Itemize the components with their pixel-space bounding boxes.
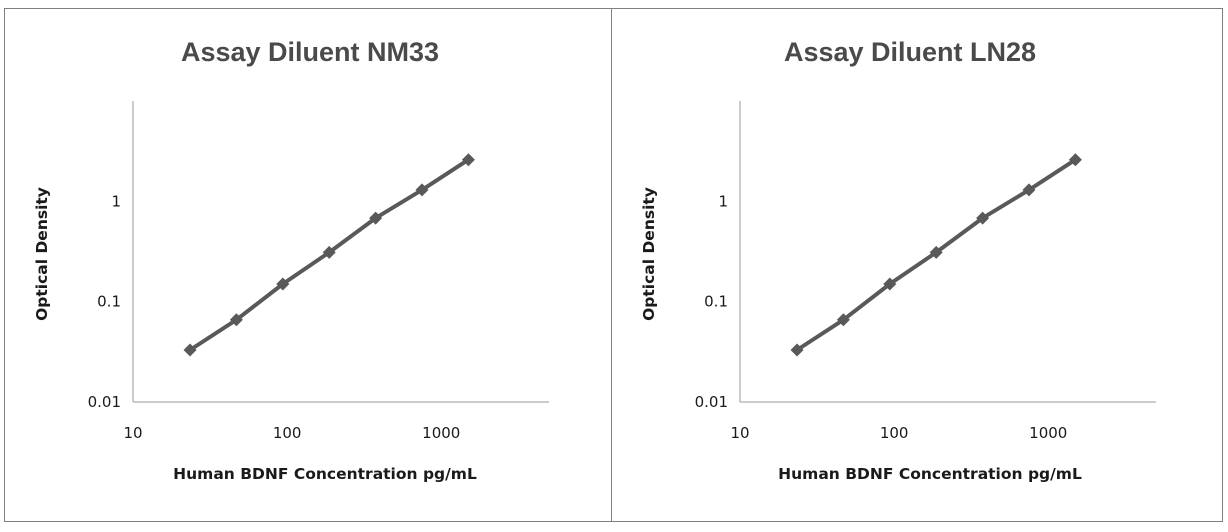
data-point-marker	[1022, 183, 1036, 197]
y-tick-label: 0.1	[97, 293, 121, 311]
data-point-marker	[836, 313, 850, 327]
data-point-marker	[461, 153, 475, 167]
x-tick-label: 1000	[1029, 424, 1067, 442]
y-tick-label: 1	[111, 192, 121, 210]
x-axis-title: Human BDNF Concentration pg/mL	[173, 465, 477, 483]
x-tick-label: 100	[273, 424, 302, 442]
y-tick-label: 0.01	[695, 393, 728, 411]
y-axis-title: Optical Density	[33, 187, 51, 321]
data-point-marker	[929, 245, 943, 259]
data-point-marker	[415, 183, 429, 197]
data-point-marker	[369, 211, 383, 225]
y-tick-label: 0.1	[704, 293, 728, 311]
chart-title: Assay Diluent LN28	[784, 37, 1036, 67]
data-point-marker	[183, 343, 197, 357]
x-axis-title: Human BDNF Concentration pg/mL	[778, 465, 1082, 483]
data-point-marker	[790, 343, 804, 357]
x-tick-label: 1000	[422, 424, 460, 442]
data-point-marker	[276, 277, 290, 291]
x-tick-label: 10	[123, 424, 142, 442]
chart-title: Assay Diluent NM33	[181, 37, 439, 67]
data-point-marker	[1068, 153, 1082, 167]
chart-panel-ln28: Assay Diluent LN28 Optical Density Human…	[611, 8, 1223, 522]
data-point-marker	[976, 211, 990, 225]
data-point-marker	[322, 245, 336, 259]
y-tick-label: 1	[718, 192, 728, 210]
x-tick-label: 100	[880, 424, 909, 442]
data-point-marker	[883, 277, 897, 291]
chart-panel-nm33: Assay Diluent NM33 Optical Density Human…	[4, 8, 613, 522]
y-tick-label: 0.01	[88, 393, 121, 411]
x-tick-label: 10	[730, 424, 749, 442]
y-axis-title: Optical Density	[640, 187, 658, 321]
data-point-marker	[229, 313, 243, 327]
chart-ln28-svg: Assay Diluent LN28 Optical Density Human…	[640, 37, 1156, 483]
chart-nm33-svg: Assay Diluent NM33 Optical Density Human…	[33, 37, 549, 483]
